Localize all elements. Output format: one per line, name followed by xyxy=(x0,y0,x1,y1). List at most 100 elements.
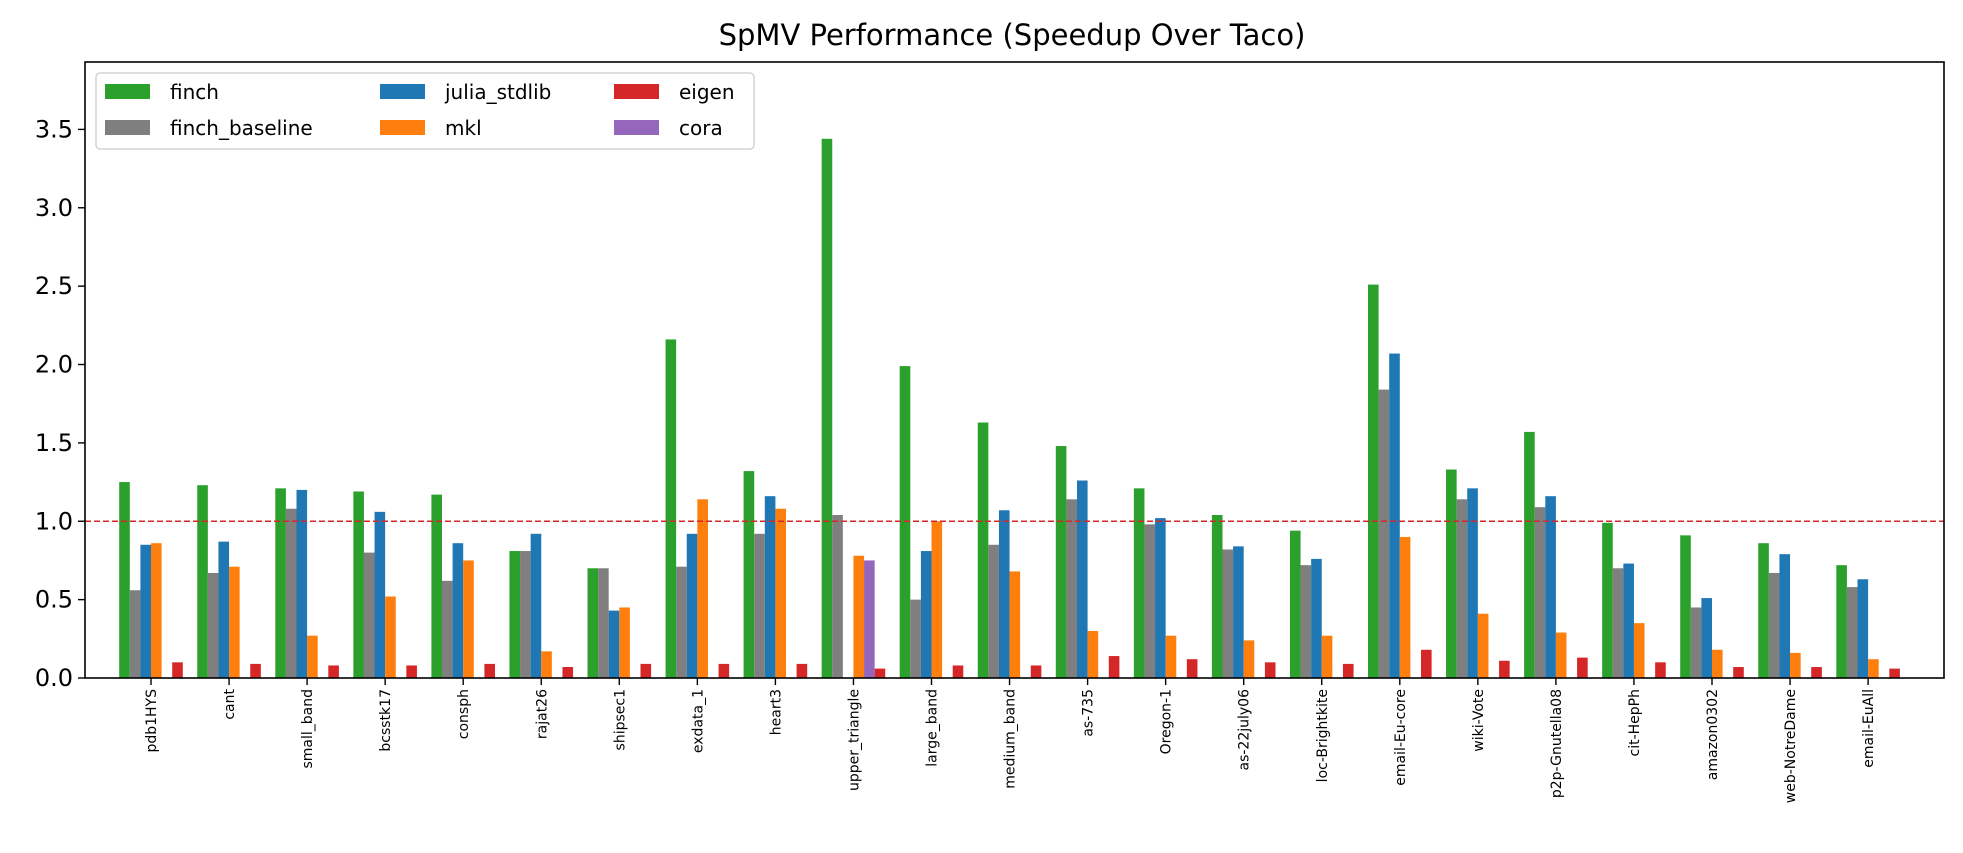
bar-julia-stdlib-p2p-Gnutella08 xyxy=(1545,496,1556,678)
bar-mkl-email-Eu-core xyxy=(1399,536,1411,678)
x-tick-label-shipsec1: shipsec1 xyxy=(612,689,628,750)
bar-mkl-heart3 xyxy=(775,508,786,678)
bar-eigen-email-Eu-core xyxy=(1421,649,1432,678)
bar-mkl-consph xyxy=(463,560,474,678)
legend-label-finch-baseline: finch_baseline xyxy=(170,116,313,140)
bar-eigen-shipsec1 xyxy=(640,663,652,678)
bar-finch-Oregon-1 xyxy=(1133,488,1145,678)
bar-mkl-upper_triangle xyxy=(853,555,865,678)
bar-julia-stdlib-medium_band xyxy=(998,510,1010,678)
y-tick-label: 2.0 xyxy=(35,351,73,379)
bar-finch-web-NotreDame xyxy=(1758,543,1769,678)
bar-mkl-wiki-Vote xyxy=(1477,613,1489,678)
bar-mkl-amazon0302 xyxy=(1712,649,1723,678)
bar-eigen-cant xyxy=(250,663,261,678)
bar-finch-pdb1HYS xyxy=(119,482,130,678)
y-tick-label: 0.0 xyxy=(35,664,73,692)
x-tick-label-pdb1HYS: pdb1HYS xyxy=(144,689,160,753)
legend-label-cora: cora xyxy=(679,116,723,140)
x-tick-label-cit-HepPh: cit-HepPh xyxy=(1627,689,1643,756)
x-tick-label-p2p-Gnutella08: p2p-Gnutella08 xyxy=(1549,689,1565,798)
bar-mkl-pdb1HYS xyxy=(151,543,162,678)
x-tick-label-Oregon-1: Oregon-1 xyxy=(1159,689,1175,754)
legend-label-finch: finch xyxy=(170,80,219,104)
bar-finch-baseline-wiki-Vote xyxy=(1456,499,1468,678)
bar-julia-stdlib-rajat26 xyxy=(530,533,542,678)
bar-julia-stdlib-wiki-Vote xyxy=(1467,488,1478,678)
bar-finch-baseline-web-NotreDame xyxy=(1768,572,1780,678)
x-tick-label-heart3: heart3 xyxy=(768,689,784,735)
bar-finch-as-735 xyxy=(1055,446,1067,678)
bar-eigen-amazon0302 xyxy=(1733,667,1744,678)
bar-eigen-small_band xyxy=(328,665,339,678)
bar-finch-amazon0302 xyxy=(1680,535,1691,678)
bar-finch-rajat26 xyxy=(509,551,521,678)
bar-finch-consph xyxy=(431,494,442,678)
bar-eigen-p2p-Gnutella08 xyxy=(1577,657,1588,678)
legend-swatch-finch xyxy=(105,84,150,99)
bar-julia-stdlib-cit-HepPh xyxy=(1623,563,1634,678)
bar-finch-baseline-cant xyxy=(207,572,219,678)
bar-mkl-p2p-Gnutella08 xyxy=(1555,632,1567,678)
bar-finch-baseline-Oregon-1 xyxy=(1144,524,1156,678)
x-tick-label-email-EuAll: email-EuAll xyxy=(1861,689,1877,768)
bar-julia-stdlib-Oregon-1 xyxy=(1155,518,1166,678)
bar-julia-stdlib-cant xyxy=(218,541,230,678)
x-tick-label-medium_band: medium_band xyxy=(1003,689,1019,789)
x-tick-label-as-735: as-735 xyxy=(1081,689,1097,737)
bar-julia-stdlib-email-Eu-core xyxy=(1389,353,1400,678)
bar-finch-shipsec1 xyxy=(587,568,599,678)
bar-mkl-as-22july06 xyxy=(1243,640,1255,678)
y-tick-label: 3.0 xyxy=(35,194,73,222)
bar-finch-loc-Brightkite xyxy=(1289,530,1301,678)
bar-julia-stdlib-pdb1HYS xyxy=(140,544,151,678)
bar-finch-baseline-email-Eu-core xyxy=(1378,389,1390,678)
bar-finch-baseline-cit-HepPh xyxy=(1612,568,1624,678)
bar-finch-baseline-amazon0302 xyxy=(1690,607,1702,678)
bar-julia-stdlib-consph xyxy=(452,543,464,678)
bar-finch-email-EuAll xyxy=(1836,565,1847,678)
bar-finch-baseline-bcsstk17 xyxy=(363,552,375,678)
legend-frame xyxy=(95,72,755,150)
bar-eigen-wiki-Vote xyxy=(1499,660,1510,678)
bar-finch-baseline-heart3 xyxy=(754,533,765,678)
bar-eigen-web-NotreDame xyxy=(1811,667,1822,678)
bar-mkl-as-735 xyxy=(1087,630,1099,678)
bar-eigen-rajat26 xyxy=(562,667,574,678)
y-tick-label: 1.0 xyxy=(35,507,73,535)
x-tick-label-email-Eu-core: email-Eu-core xyxy=(1393,689,1409,786)
bar-finch-baseline-as-735 xyxy=(1066,499,1077,678)
x-tick-label-loc-Brightkite: loc-Brightkite xyxy=(1315,689,1331,782)
bar-eigen-pdb1HYS xyxy=(172,662,183,678)
bar-finch-exdata_1 xyxy=(665,339,677,678)
bar-julia-stdlib-small_band xyxy=(296,489,308,678)
bar-eigen-consph xyxy=(484,663,495,678)
bar-finch-baseline-exdata_1 xyxy=(676,566,687,678)
y-tick-label: 2.5 xyxy=(35,272,73,300)
bar-mkl-small_band xyxy=(307,635,318,678)
bar-mkl-Oregon-1 xyxy=(1165,635,1177,678)
bar-eigen-as-735 xyxy=(1108,656,1120,678)
bar-finch-heart3 xyxy=(743,471,755,678)
bar-finch-baseline-pdb1HYS xyxy=(129,590,141,678)
bar-mkl-cant xyxy=(229,566,240,678)
bar-julia-stdlib-email-EuAll xyxy=(1857,579,1869,678)
bar-finch-baseline-loc-Brightkite xyxy=(1300,565,1312,678)
legend-swatch-mkl xyxy=(380,120,425,135)
bar-julia-stdlib-as-22july06 xyxy=(1233,546,1244,678)
bar-mkl-shipsec1 xyxy=(619,607,630,678)
bar-mkl-cit-HepPh xyxy=(1633,623,1645,678)
x-tick-label-consph: consph xyxy=(456,689,472,739)
bar-mkl-exdata_1 xyxy=(697,499,708,678)
chart-title: SpMV Performance (Speedup Over Taco) xyxy=(719,18,1306,52)
bar-finch-baseline-rajat26 xyxy=(520,551,531,678)
bar-eigen-upper_triangle xyxy=(874,668,886,678)
y-tick-label: 0.5 xyxy=(35,586,73,614)
bar-finch-as-22july06 xyxy=(1211,514,1223,678)
bar-finch-wiki-Vote xyxy=(1446,469,1457,678)
y-tick-label: 1.5 xyxy=(35,429,73,457)
bar-finch-p2p-Gnutella08 xyxy=(1524,431,1535,678)
legend-swatch-julia-stdlib xyxy=(380,84,425,99)
